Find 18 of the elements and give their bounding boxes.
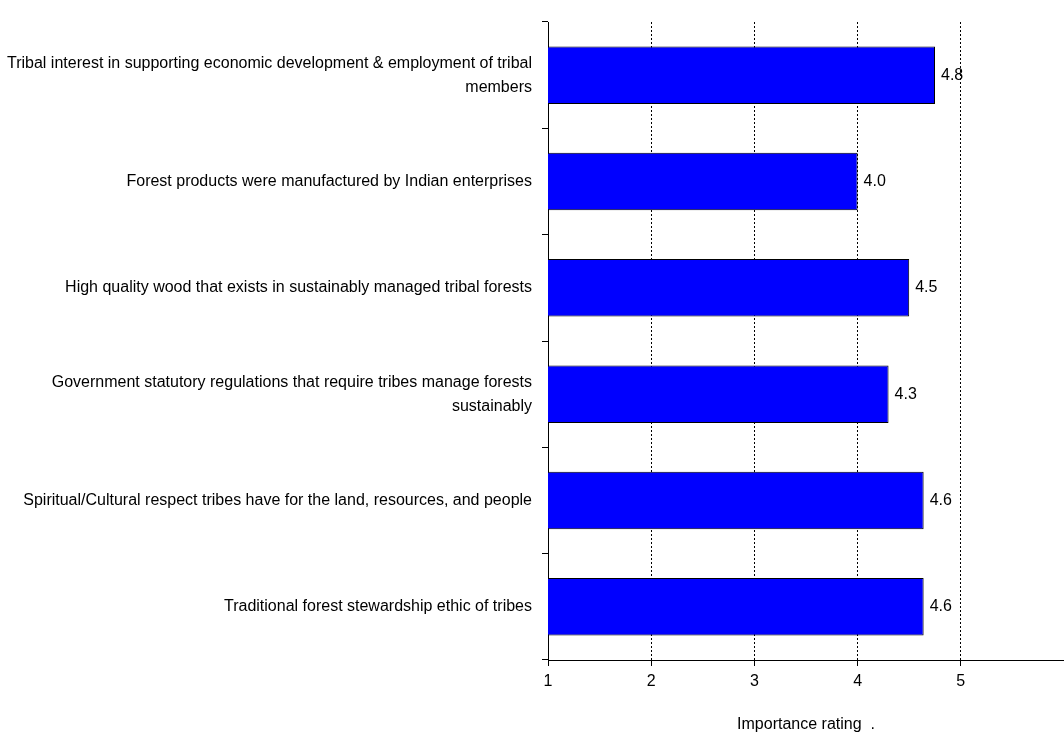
data-label: 4.3 bbox=[894, 384, 917, 402]
x-tick-label: 2 bbox=[646, 672, 656, 690]
y-tick-label: Government statutory regulations that require tribes manage forests sustainably bbox=[51, 372, 532, 414]
x-tick-label: 3 bbox=[749, 672, 759, 690]
y-tick-label: Forest products were manufactured by Indian enterprises bbox=[126, 171, 532, 189]
data-label: 4.8 bbox=[941, 65, 964, 83]
y-tick-label: Traditional forest stewardship ethic of tribes bbox=[224, 597, 532, 615]
y-tick-label: Spiritual/Cultural respect tribes have for the land, resources, and people bbox=[23, 490, 533, 508]
data-label: 4.6 bbox=[929, 490, 952, 508]
data-label: 4.0 bbox=[863, 171, 886, 189]
data-label: 4.5 bbox=[915, 278, 938, 296]
x-axis-title: Importance rating . bbox=[737, 714, 875, 732]
x-tick-label: 4 bbox=[853, 672, 863, 690]
x-tick-label: 1 bbox=[543, 672, 553, 690]
x-tick-label: 5 bbox=[956, 672, 966, 690]
y-tick-label: High quality wood that exists in sustainably managed tribal forests bbox=[65, 278, 532, 296]
data-label: 4.6 bbox=[929, 597, 952, 615]
y-tick-label: Tribal interest in supporting economic development & employment of tribal members bbox=[7, 53, 532, 95]
